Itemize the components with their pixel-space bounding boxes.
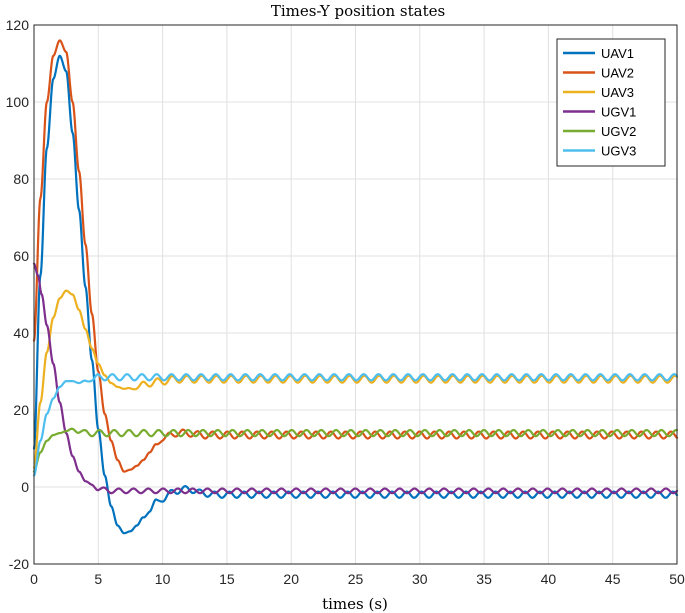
x-tick-label: 5 [94,571,102,587]
x-axis-label: times (s) [322,595,388,613]
series-line-uav1 [32,54,679,535]
y-tick-label: 20 [13,402,29,418]
series-line-uav3 [32,289,679,469]
y-tick-label: -20 [9,556,29,572]
x-tick-label: 15 [219,571,235,587]
legend-label: UGV2 [601,124,636,139]
series-line-ugv2 [32,427,679,473]
legend-label: UAV3 [601,85,634,100]
series-line-ugv3 [32,373,679,477]
legend: UAV1 UAV2 UAV3 UGV1 UGV2 UGV3 [556,38,666,167]
legend-label: UGV1 [601,105,636,120]
x-tick-label: 0 [30,571,38,587]
y-tick-labels: -20 0 20 40 60 80 100 120 [6,17,30,572]
x-tick-label: 50 [669,571,685,587]
chart-title: Times-Y position states [271,2,445,20]
y-tick-label: 120 [6,17,30,33]
y-tick-label: 100 [6,94,30,110]
series-line-ugv1 [32,262,679,495]
x-tick-label: 20 [283,571,299,587]
y-tick-label: 0 [21,479,29,495]
y-tick-label: 60 [13,248,29,264]
x-tick-label: 30 [412,571,428,587]
legend-label: UAV2 [601,66,634,81]
x-tick-label: 40 [541,571,557,587]
y-tick-label: 40 [13,325,29,341]
legend-box [556,38,666,167]
series-lines [32,39,679,535]
legend-label: UAV1 [601,46,634,61]
x-tick-label: 10 [155,571,171,587]
y-tick-label: 80 [13,171,29,187]
x-tick-label: 25 [348,571,364,587]
x-tick-label: 35 [476,571,492,587]
x-tick-labels: 0 5 10 15 20 25 30 35 40 45 50 [30,571,685,587]
legend-label: UGV3 [601,144,636,159]
x-tick-label: 45 [605,571,621,587]
plot-area-frame [33,24,678,565]
